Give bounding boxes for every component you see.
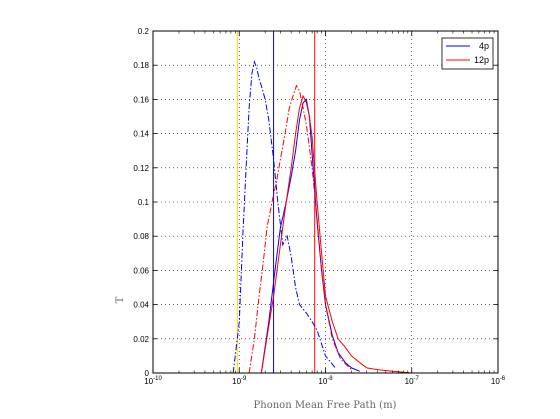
- x-tick-base: 10: [144, 377, 153, 386]
- x-tick-base: 10: [491, 377, 500, 386]
- x-tick-exponent: -9: [241, 376, 247, 382]
- y-tick-label: 0.04: [133, 301, 149, 310]
- y-tick-label: 0.2: [138, 27, 150, 36]
- series-line: [232, 59, 336, 374]
- y-tick-label: 0.02: [133, 335, 149, 344]
- y-tick-label: 0.1: [138, 198, 150, 207]
- x-tick-base: 10: [318, 377, 327, 386]
- y-tick-label: 0.06: [133, 266, 149, 275]
- threshold-lines: [236, 31, 316, 373]
- y-tick-label: 0.12: [133, 164, 149, 173]
- y-tick-label: 0: [145, 369, 150, 378]
- y-tick-label: 0.16: [133, 95, 149, 104]
- x-tick-exponent: -6: [500, 376, 506, 382]
- series-lines: [232, 59, 412, 374]
- x-tick-exponent: -10: [153, 376, 162, 382]
- series-line: [260, 94, 412, 374]
- axis-ticks: [152, 30, 499, 374]
- tick-labels: 0 0.02 0.04 0.06 0.08 0.1 0.12 0.14 0.16 0.18 0.2 1…: [133, 27, 505, 386]
- x-tick-label: 10-10: [144, 376, 162, 386]
- x-tick-base: 10: [232, 377, 241, 386]
- x-tick-label: 10-7: [405, 376, 420, 386]
- y-tick-label: 0.14: [133, 130, 149, 139]
- x-tick-exponent: -8: [327, 376, 333, 382]
- legend-label: 4p: [479, 41, 489, 51]
- x-tick-label: 10-6: [491, 376, 506, 386]
- x-axis-label: Phonon Mean Free Path (m): [254, 400, 397, 411]
- x-tick-label: 10-8: [318, 376, 333, 386]
- legend-box: [441, 37, 494, 70]
- grid-lines: [153, 31, 498, 373]
- x-tick-label: 10-9: [232, 376, 247, 386]
- series-line: [248, 84, 352, 374]
- y-tick-label: 0.08: [133, 232, 149, 241]
- legend-label: 12p: [474, 55, 489, 65]
- y-tick-label: 0.18: [133, 61, 149, 70]
- x-tick-base: 10: [405, 377, 414, 386]
- y-axis-label: T: [115, 296, 126, 303]
- x-tick-exponent: -7: [414, 376, 420, 382]
